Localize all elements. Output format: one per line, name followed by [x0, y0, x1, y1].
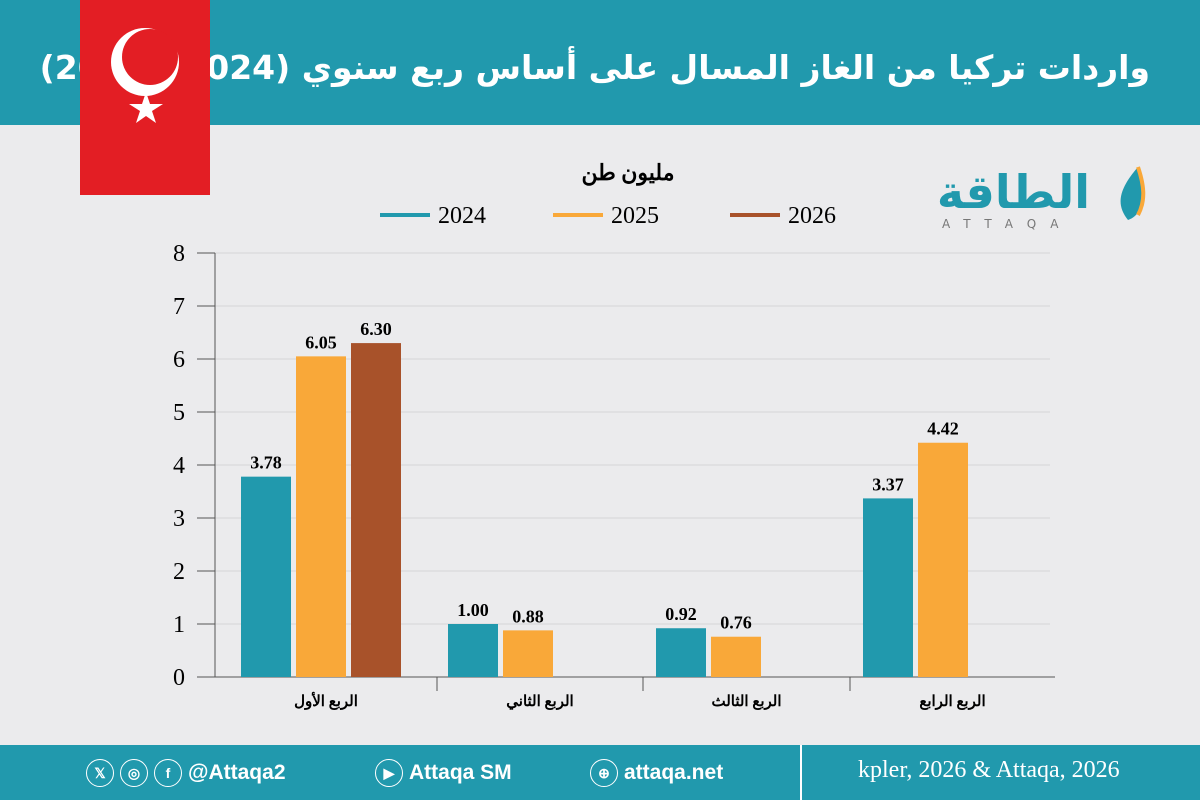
- drop-icon: [1120, 166, 1146, 220]
- globe-icon[interactable]: ⊕: [590, 759, 618, 787]
- data-label: 3.37: [872, 474, 904, 494]
- data-label: 0.76: [720, 613, 752, 633]
- y-tick-label: 1: [173, 612, 185, 638]
- attaqa-logo: الطاقة ATTAQA: [930, 165, 1150, 235]
- y-tick-label: 0: [173, 665, 185, 691]
- data-label: 4.42: [927, 419, 959, 439]
- bar-2025: [296, 356, 346, 677]
- y-tick-label: 3: [173, 506, 185, 532]
- bar-2024: [241, 476, 291, 677]
- y-tick-label: 5: [173, 400, 185, 426]
- data-label: 6.05: [305, 332, 337, 352]
- x-tick-label: الربع الأول: [294, 691, 358, 710]
- data-label: 3.78: [250, 453, 282, 473]
- bar-2024: [448, 624, 498, 677]
- y-tick-label: 2: [173, 559, 185, 585]
- bar-2025: [711, 636, 761, 677]
- bars: 3.78 6.05 6.30 1.00 0.88 0.92 0.76 3.37 4.42: [241, 319, 968, 677]
- instagram-icon[interactable]: ◎: [120, 759, 148, 787]
- bar-2024: [656, 628, 706, 677]
- legend-label: 2024: [438, 203, 486, 229]
- data-label: 0.92: [665, 604, 697, 624]
- legend: 2024 2025 2026: [380, 203, 836, 229]
- bar-2025: [503, 630, 553, 677]
- bar-2026: [351, 343, 401, 677]
- social-handle[interactable]: @Attaqa2: [188, 761, 286, 784]
- legend-label: 2025: [611, 203, 659, 229]
- data-label: 1.00: [457, 600, 489, 620]
- turkey-flag: [80, 0, 210, 195]
- bar-chart: مليون طن 2024 2025 2026 0 1 2 3 4 5 6 7 8 الربع الأ…: [173, 160, 1055, 711]
- source-text: kpler, 2026 & Attaqa, 2026: [858, 757, 1120, 783]
- y-tick-label: 7: [173, 294, 185, 320]
- website-link[interactable]: attaqa.net: [624, 761, 724, 784]
- x-tick-label: الربع الثالث: [711, 694, 781, 710]
- facebook-icon[interactable]: f: [154, 759, 182, 787]
- y-tick-label: 6: [173, 347, 185, 373]
- bar-2025: [918, 442, 968, 677]
- x-icon[interactable]: 𝕏: [86, 759, 114, 787]
- y-tick-label: 8: [173, 241, 185, 267]
- data-label: 6.30: [360, 319, 392, 339]
- footer: 𝕏 ◎ f @Attaqa2 ▶ Attaqa SM ⊕ attaqa.net …: [0, 745, 1200, 800]
- y-tick-label: 4: [173, 453, 185, 479]
- legend-label: 2026: [788, 203, 836, 229]
- footer-divider: [800, 745, 802, 800]
- data-label: 0.88: [512, 606, 544, 626]
- crescent-star-icon: [111, 28, 179, 123]
- x-tick-label: الربع الرابع: [919, 694, 985, 710]
- y-unit-label: مليون طن: [582, 160, 675, 186]
- x-tick-label: الربع الثاني: [506, 694, 573, 711]
- bar-2024: [863, 498, 913, 677]
- youtube-icon[interactable]: ▶: [375, 759, 403, 787]
- youtube-channel[interactable]: Attaqa SM: [409, 761, 512, 784]
